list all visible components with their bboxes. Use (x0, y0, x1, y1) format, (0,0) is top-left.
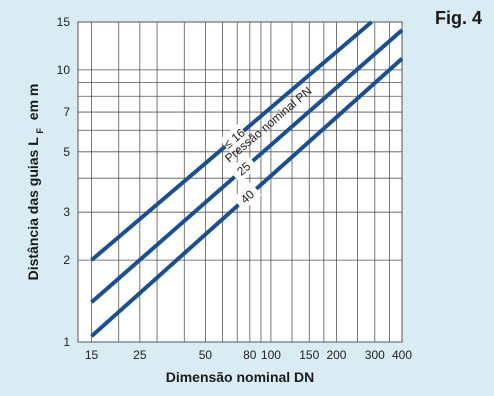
x-axis-title: Dimensão nominal DN (166, 369, 315, 385)
x-tick-label: 300 (365, 348, 385, 362)
y-axis-title-main: Distância das guias L (25, 137, 41, 281)
x-tick-label: 400 (392, 348, 412, 362)
y-tick-label: 3 (63, 205, 70, 219)
x-tick-label: 200 (326, 348, 346, 362)
y-tick-label: 10 (57, 63, 71, 77)
y-axis-title-subscript: F (35, 128, 45, 134)
figure-label: Fig. 4 (434, 8, 482, 28)
x-tick-label: 25 (133, 348, 147, 362)
y-axis-title-unit: em m (25, 84, 41, 121)
y-axis-title: Distância das guias L F em m (25, 84, 45, 281)
grid (78, 21, 403, 343)
y-tick-label: 5 (63, 145, 70, 159)
curve-label-bg (219, 123, 249, 153)
x-tick-label: 80 (243, 348, 257, 362)
tick-labels: 15 25 50 80 100 150 200 300 400 1 2 3 5 7 10 15 (57, 15, 413, 362)
y-tick-label: 2 (63, 253, 70, 267)
curve-label-bg (228, 154, 259, 183)
x-tick-label: 100 (261, 348, 281, 362)
y-tick-label: 1 (63, 335, 70, 349)
curve-label-bg (232, 182, 262, 211)
y-tick-label: 15 (57, 15, 71, 29)
y-tick-label: 7 (63, 105, 70, 119)
x-tick-label: 50 (199, 348, 213, 362)
x-tick-label: 15 (85, 348, 99, 362)
x-tick-label: 150 (299, 348, 319, 362)
